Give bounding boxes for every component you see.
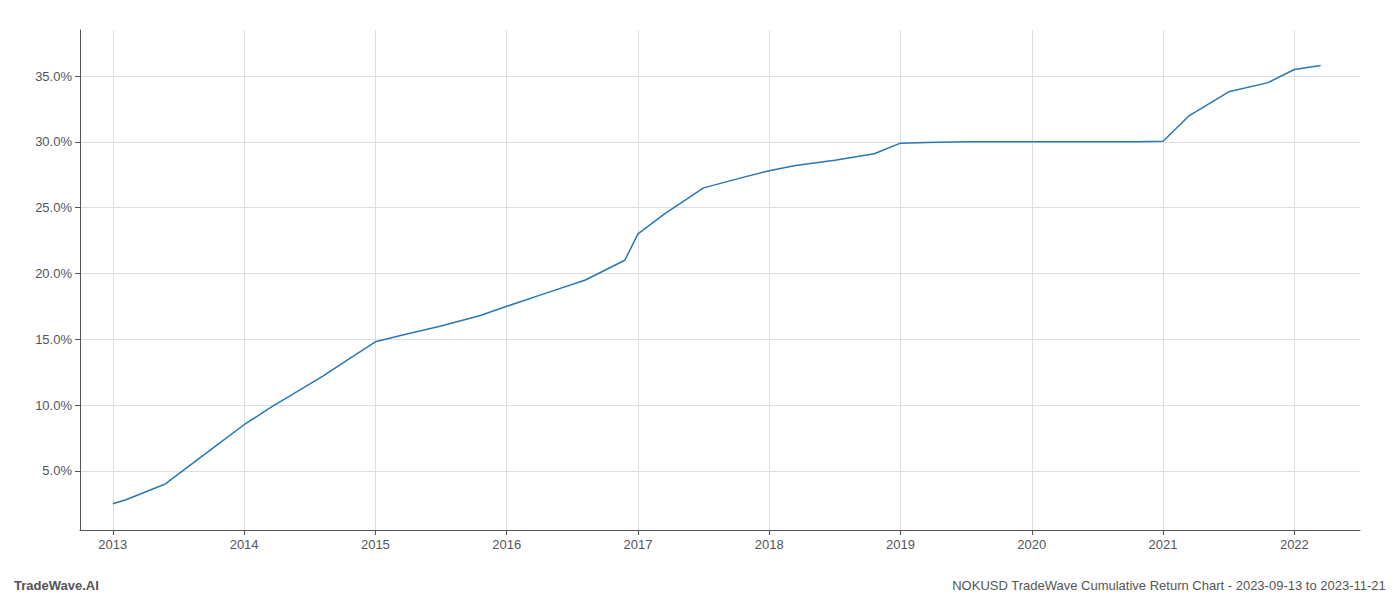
svg-text:10.0%: 10.0% — [35, 398, 72, 413]
svg-text:2020: 2020 — [1017, 537, 1046, 552]
svg-text:20.0%: 20.0% — [35, 266, 72, 281]
svg-text:2013: 2013 — [98, 537, 127, 552]
svg-text:30.0%: 30.0% — [35, 134, 72, 149]
svg-text:TradeWave.AI: TradeWave.AI — [14, 578, 99, 593]
svg-text:2022: 2022 — [1280, 537, 1309, 552]
svg-text:2015: 2015 — [361, 537, 390, 552]
svg-text:NOKUSD TradeWave Cumulative Re: NOKUSD TradeWave Cumulative Return Chart… — [952, 578, 1386, 593]
svg-text:2021: 2021 — [1149, 537, 1178, 552]
svg-text:35.0%: 35.0% — [35, 69, 72, 84]
svg-text:2018: 2018 — [755, 537, 784, 552]
svg-text:2019: 2019 — [886, 537, 915, 552]
svg-text:2016: 2016 — [492, 537, 521, 552]
svg-text:2014: 2014 — [230, 537, 259, 552]
svg-text:5.0%: 5.0% — [42, 463, 72, 478]
svg-text:15.0%: 15.0% — [35, 332, 72, 347]
svg-text:25.0%: 25.0% — [35, 200, 72, 215]
svg-text:2017: 2017 — [623, 537, 652, 552]
